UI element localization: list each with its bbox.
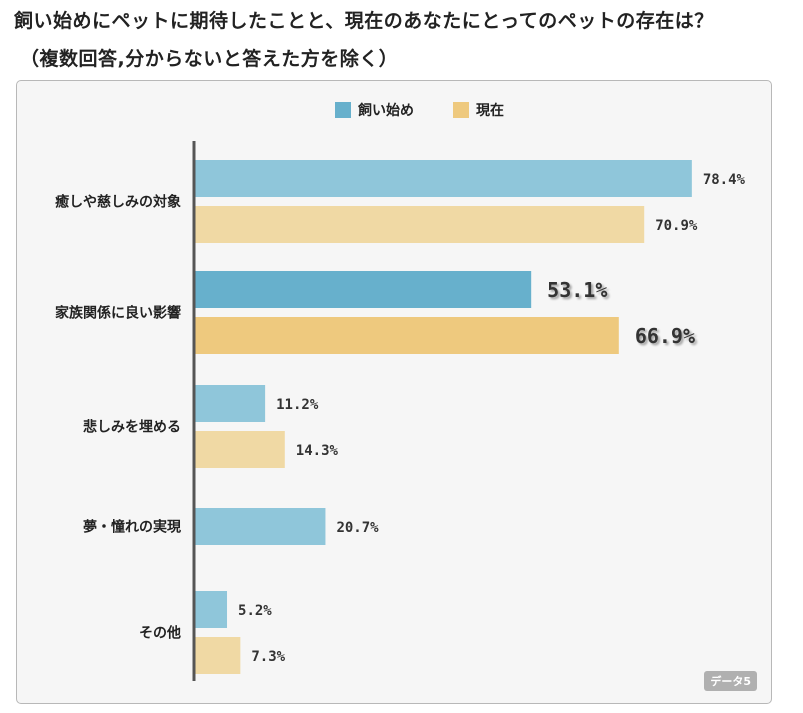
value-label: 14.3% [296, 443, 339, 459]
category-label: 夢・憧れの実現 [83, 519, 181, 536]
bar-2 [194, 431, 285, 468]
bar-1 [194, 591, 228, 628]
chart-panel: 飼い始め 現在癒しや慈しみの対象 78.4% 70.9% 家族関係に良い影響 53.1% 6… [16, 80, 772, 704]
value-label: 7.3% [251, 649, 285, 665]
chart-title-line1: 飼い始めにペットに期待したことと、現在のあなたにとってのペットの存在は？ [14, 10, 714, 32]
bar-1 [194, 508, 326, 545]
value-label: 5.2% [238, 603, 272, 619]
value-label: 20.7% [336, 520, 379, 536]
legend-label-2: 現在 [476, 102, 504, 119]
legend-label-1: 飼い始め [357, 102, 414, 119]
legend-swatch-1 [335, 102, 351, 118]
category-label: 家族関係に良い影響 [55, 305, 181, 322]
category-label: 癒しや慈しみの対象 [55, 194, 181, 211]
bar-1 [194, 160, 692, 197]
bar-2 [194, 637, 241, 674]
bar-1 [194, 385, 266, 422]
value-label: 78.4% [703, 172, 746, 188]
legend-swatch-2 [453, 102, 469, 118]
category-label: その他 [139, 625, 181, 642]
bar-1 [194, 271, 532, 308]
chart-title-line2: （複数回答,分からないと答えた方を除く） [20, 48, 399, 70]
category-label: 悲しみを埋める [83, 419, 181, 436]
value-label: 53.1% [547, 278, 607, 302]
bar-2 [194, 317, 619, 354]
value-label: 66.9% [635, 324, 695, 348]
data-badge: データ5 [704, 671, 757, 691]
value-label: 70.9% [655, 218, 698, 234]
value-label: 11.2% [276, 397, 319, 413]
bar-2 [194, 206, 645, 243]
